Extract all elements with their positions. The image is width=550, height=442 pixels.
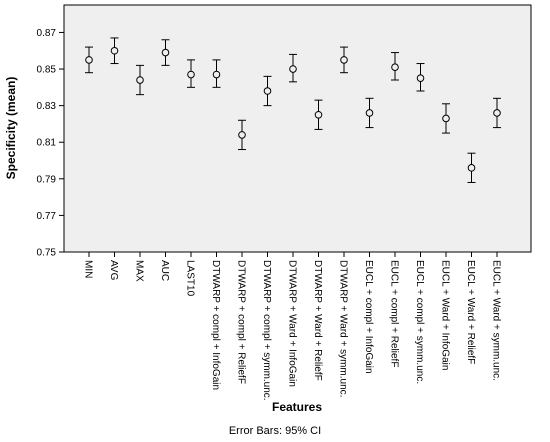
y-axis: 0.75 0.77 0.79 0.81 0.83 0.85 0.87 [37, 28, 64, 259]
mean-point [161, 48, 170, 57]
x-tick-label: MIN [83, 260, 94, 278]
y-tick-label: 0.77 [37, 211, 57, 222]
mean-point [238, 131, 246, 139]
mean-point [391, 63, 399, 72]
y-axis-title: Specificity (mean) [4, 77, 18, 180]
x-tick-label: EUCL + Ward + ReliefF [465, 260, 476, 364]
x-axis: MIN AVG MAX AUC LAST10 DTWARP + compl + InfoG… [83, 252, 502, 401]
mean-point [110, 46, 119, 55]
mean-point [212, 70, 221, 79]
x-axis-title: Features [272, 400, 322, 414]
x-tick-label: EUCL + compl + symm.unc. [414, 260, 425, 384]
mean-point [136, 76, 144, 84]
x-tick-label: DTWARP + compl + InfoGain [210, 260, 221, 390]
y-tick-label: 0.87 [37, 28, 57, 39]
mean-point [263, 87, 272, 95]
plot-area [63, 4, 532, 253]
x-tick-label: DTWARP + Ward + symm.unc. [338, 260, 349, 397]
x-tick-label: EUCL + Ward + symm.unc. [491, 260, 502, 381]
x-tick-label: DTWARP + Ward + ReliefF [312, 260, 323, 381]
mean-markers [85, 46, 501, 172]
y-tick-label: 0.81 [37, 138, 57, 149]
mean-point [85, 56, 93, 64]
x-tick-label: MAX [134, 260, 145, 282]
mean-point [340, 56, 348, 64]
x-tick-label: DTWARP + Ward + InfoGain [287, 260, 298, 387]
y-tick-label: 0.83 [37, 101, 57, 112]
x-tick-label: AUC [159, 260, 170, 281]
x-tick-label: EUCL + Ward + InfoGain [440, 260, 451, 370]
mean-point [467, 164, 476, 172]
y-tick-label: 0.85 [37, 65, 57, 76]
mean-point [187, 70, 195, 79]
mean-point [289, 65, 297, 73]
mean-point [314, 110, 323, 119]
x-tick-label: DTWARP + compl + ReliefF [236, 260, 247, 384]
mean-point [493, 109, 501, 117]
error-bars-footnote: Error Bars: 95% CI [229, 425, 321, 437]
y-tick-label: 0.75 [37, 248, 57, 259]
x-tick-label: EUCL + compl + ReliefF [389, 260, 400, 367]
y-tick-label: 0.79 [37, 174, 57, 185]
mean-point [365, 109, 374, 117]
x-tick-label: LAST10 [185, 260, 196, 297]
x-tick-label: EUCL + compl + InfoGain [363, 260, 374, 374]
mean-point [442, 114, 450, 123]
mean-point [416, 74, 425, 82]
x-tick-label: AVG [108, 260, 119, 281]
x-tick-label: DTWARP + compl + symm.unc. [261, 260, 272, 401]
